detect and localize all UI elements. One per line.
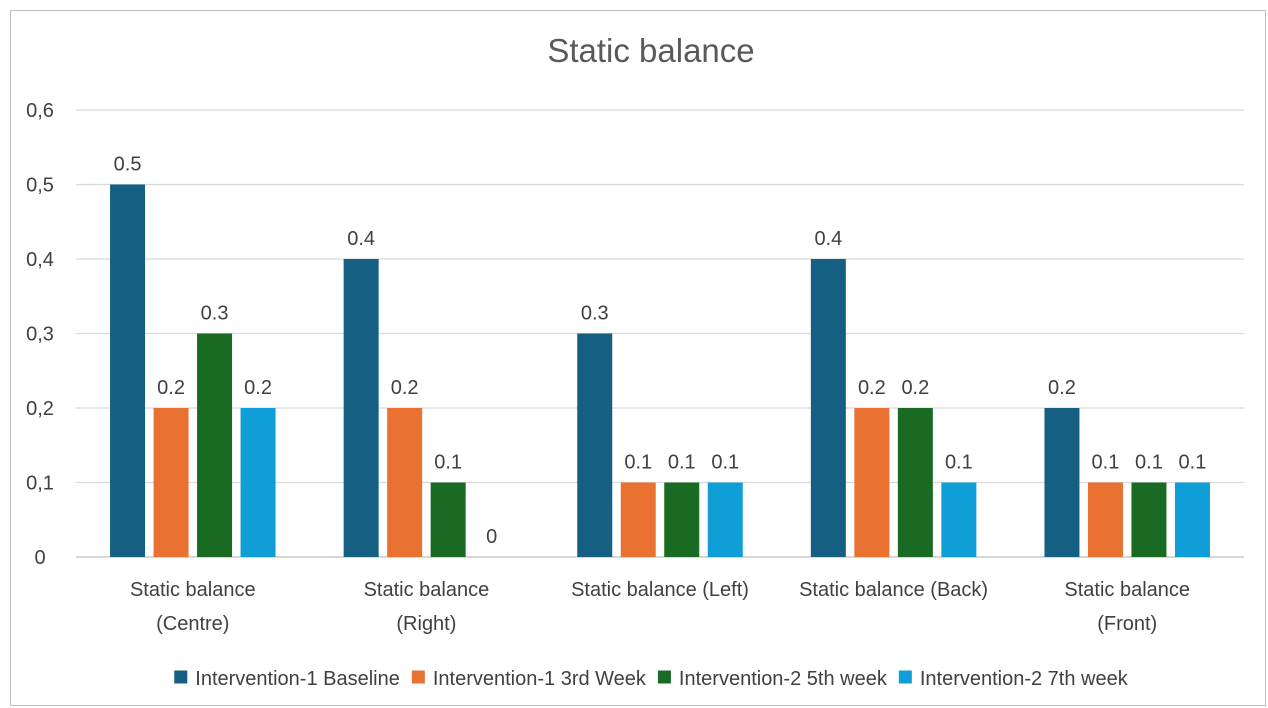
bar xyxy=(1131,482,1167,557)
data-label: 0.1 xyxy=(1092,452,1120,474)
legend-item: Intervention-1 3rd Week xyxy=(411,668,647,690)
data-label: 0.2 xyxy=(157,377,185,399)
data-label: 0.5 xyxy=(114,154,142,176)
x-axis: Static balance (Centre) Static balance (Rig… xyxy=(130,579,1190,635)
legend-marker xyxy=(411,670,425,684)
bar xyxy=(387,408,423,557)
bar xyxy=(664,482,700,557)
legend-label: Intervention-2 7th week xyxy=(920,668,1129,690)
data-label: 0.1 xyxy=(1179,452,1207,474)
data-label: 0.1 xyxy=(711,452,739,474)
data-label: 0 xyxy=(486,526,497,548)
legend-marker xyxy=(657,670,671,684)
bar xyxy=(620,482,656,557)
bar xyxy=(343,259,379,557)
legend-item: Intervention-1 Baseline xyxy=(174,668,400,690)
x-tick-label: Static balance xyxy=(130,579,256,601)
y-tick-label: 0,5 xyxy=(26,175,54,197)
bar xyxy=(577,333,613,557)
x-tick-label: Static balance xyxy=(1064,579,1190,601)
bar xyxy=(430,482,466,557)
x-tick-label: Static balance xyxy=(364,579,490,601)
bar xyxy=(854,408,890,557)
data-label: 0.2 xyxy=(858,377,886,399)
y-tick-label: 0,1 xyxy=(26,473,54,495)
data-label: 0.4 xyxy=(347,228,375,250)
data-label: 0.1 xyxy=(434,452,462,474)
bar xyxy=(1044,408,1080,557)
x-tick-label: (Front) xyxy=(1097,613,1157,635)
x-tick-label: (Right) xyxy=(396,613,456,635)
bar xyxy=(1087,482,1123,557)
bars xyxy=(110,184,1210,557)
bar xyxy=(897,408,933,557)
x-tick-label: Static balance (Left) xyxy=(571,579,749,601)
data-label: 0.2 xyxy=(391,377,419,399)
chart-title: Static balance xyxy=(547,32,754,69)
data-label: 0.2 xyxy=(1048,377,1076,399)
data-label: 0.2 xyxy=(244,377,272,399)
legend-label: Intervention-2 5th week xyxy=(679,668,888,690)
data-label: 0.1 xyxy=(668,452,696,474)
y-tick-label: 0,6 xyxy=(26,100,54,122)
legend: Intervention-1 Baseline Intervention-1 3r… xyxy=(174,668,1129,690)
legend-marker xyxy=(898,670,912,684)
bar xyxy=(197,333,233,557)
data-label: 0.2 xyxy=(901,377,929,399)
bar xyxy=(110,184,146,557)
legend-label: Intervention-1 3rd Week xyxy=(433,668,647,690)
data-labels: 0.5 0.2 0.3 0.2 0.4 0.2 0.1 0 0.3 0.1 0.1 0.1 0.4 0.2… xyxy=(114,154,1207,549)
legend-marker xyxy=(174,670,188,684)
bar xyxy=(707,482,743,557)
data-label: 0.1 xyxy=(1135,452,1163,474)
y-tick-label: 0,3 xyxy=(26,324,54,346)
x-tick-label: Static balance (Back) xyxy=(799,579,988,601)
data-label: 0.1 xyxy=(624,452,652,474)
bar xyxy=(240,408,276,557)
y-tick-label: 0 xyxy=(34,547,45,569)
bar xyxy=(810,259,846,557)
x-tick-label: (Centre) xyxy=(156,613,229,635)
data-label: 0.3 xyxy=(201,303,229,325)
y-tick-label: 0,4 xyxy=(26,249,54,271)
data-label: 0.4 xyxy=(814,228,842,250)
bar xyxy=(941,482,977,557)
legend-item: Intervention-2 7th week xyxy=(898,668,1129,690)
legend-label: Intervention-1 Baseline xyxy=(195,668,400,690)
bar xyxy=(1174,482,1210,557)
legend-item: Intervention-2 5th week xyxy=(657,668,888,690)
y-tick-label: 0,2 xyxy=(26,398,54,420)
data-label: 0.3 xyxy=(581,303,609,325)
y-axis: 0 0,1 0,2 0,3 0,4 0,5 0,6 xyxy=(26,100,54,569)
data-label: 0.1 xyxy=(945,452,973,474)
bar xyxy=(153,408,189,557)
